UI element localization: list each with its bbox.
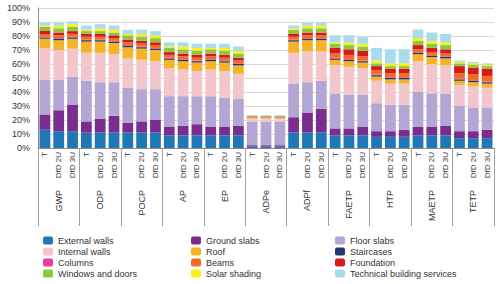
svg-text:T: T: [123, 152, 132, 157]
svg-text:DfD 2U: DfD 2U: [220, 152, 229, 178]
svg-text:Solar shading: Solar shading: [206, 269, 261, 279]
svg-text:Floor slabs: Floor slabs: [350, 236, 395, 246]
svg-text:Technical building services: Technical building services: [350, 269, 457, 279]
svg-text:80%: 80%: [12, 31, 30, 41]
svg-text:T: T: [372, 152, 381, 157]
svg-text:DfD 2U: DfD 2U: [179, 152, 188, 178]
svg-text:AP: AP: [178, 190, 188, 202]
svg-text:DfD 3U: DfD 3U: [441, 152, 450, 178]
svg-text:100%: 100%: [7, 3, 30, 13]
svg-text:DfD 2U: DfD 2U: [303, 152, 312, 178]
svg-text:Roof: Roof: [206, 247, 226, 257]
svg-text:Staircases: Staircases: [350, 247, 393, 257]
svg-text:T: T: [331, 152, 340, 157]
svg-text:90%: 90%: [12, 17, 30, 27]
svg-text:DfD 3U: DfD 3U: [317, 152, 326, 178]
svg-text:DfD 3U: DfD 3U: [234, 152, 243, 178]
svg-text:HTP: HTP: [385, 190, 395, 208]
svg-text:ODP: ODP: [95, 190, 105, 210]
svg-text:Internal walls: Internal walls: [58, 247, 111, 257]
svg-text:DfD 2U: DfD 2U: [96, 152, 105, 178]
svg-text:50%: 50%: [12, 73, 30, 83]
svg-text:DfD 3U: DfD 3U: [483, 152, 492, 178]
svg-text:FAETP: FAETP: [344, 190, 354, 219]
svg-text:20%: 20%: [12, 115, 30, 125]
svg-text:GWP: GWP: [54, 190, 64, 212]
svg-text:DfD 2U: DfD 2U: [386, 152, 395, 178]
svg-text:EP: EP: [220, 190, 230, 202]
svg-text:DfD 3U: DfD 3U: [358, 152, 367, 178]
svg-text:T: T: [40, 152, 49, 157]
svg-text:DfD 3U: DfD 3U: [110, 152, 119, 178]
svg-text:70%: 70%: [12, 45, 30, 55]
svg-text:DfD 3U: DfD 3U: [192, 152, 201, 178]
svg-text:DfD 2U: DfD 2U: [54, 152, 63, 178]
svg-text:DfD 3U: DfD 3U: [68, 152, 77, 178]
svg-text:External walls: External walls: [58, 236, 114, 246]
svg-text:40%: 40%: [12, 87, 30, 97]
svg-text:T: T: [455, 152, 464, 157]
svg-text:DfD 2U: DfD 2U: [344, 152, 353, 178]
svg-text:ADPf: ADPf: [302, 190, 312, 212]
svg-text:T: T: [165, 152, 174, 157]
svg-text:Ground slabs: Ground slabs: [206, 236, 260, 246]
svg-text:DfD 3U: DfD 3U: [400, 152, 409, 178]
svg-text:TETP: TETP: [468, 190, 478, 213]
svg-text:T: T: [82, 152, 91, 157]
svg-text:ADPe: ADPe: [261, 190, 271, 214]
svg-text:DfD 2U: DfD 2U: [427, 152, 436, 178]
svg-text:T: T: [289, 152, 298, 157]
svg-text:DfD 2U: DfD 2U: [262, 152, 271, 178]
svg-text:T: T: [248, 152, 257, 157]
svg-text:Columns: Columns: [58, 258, 94, 268]
svg-text:T: T: [206, 152, 215, 157]
svg-text:POCP: POCP: [137, 190, 147, 216]
svg-text:Windows and doors: Windows and doors: [58, 269, 138, 279]
svg-text:DfD 3U: DfD 3U: [151, 152, 160, 178]
svg-text:T: T: [414, 152, 423, 157]
svg-text:DfD 2U: DfD 2U: [469, 152, 478, 178]
svg-text:Foundation: Foundation: [350, 258, 395, 268]
svg-text:MAETP: MAETP: [427, 190, 437, 221]
svg-text:DfD 2U: DfD 2U: [137, 152, 146, 178]
svg-text:10%: 10%: [12, 129, 30, 139]
svg-text:DfD 3U: DfD 3U: [275, 152, 284, 178]
svg-text:Beams: Beams: [206, 258, 235, 268]
svg-text:0%: 0%: [17, 143, 30, 153]
svg-text:30%: 30%: [12, 101, 30, 111]
svg-text:60%: 60%: [12, 59, 30, 69]
